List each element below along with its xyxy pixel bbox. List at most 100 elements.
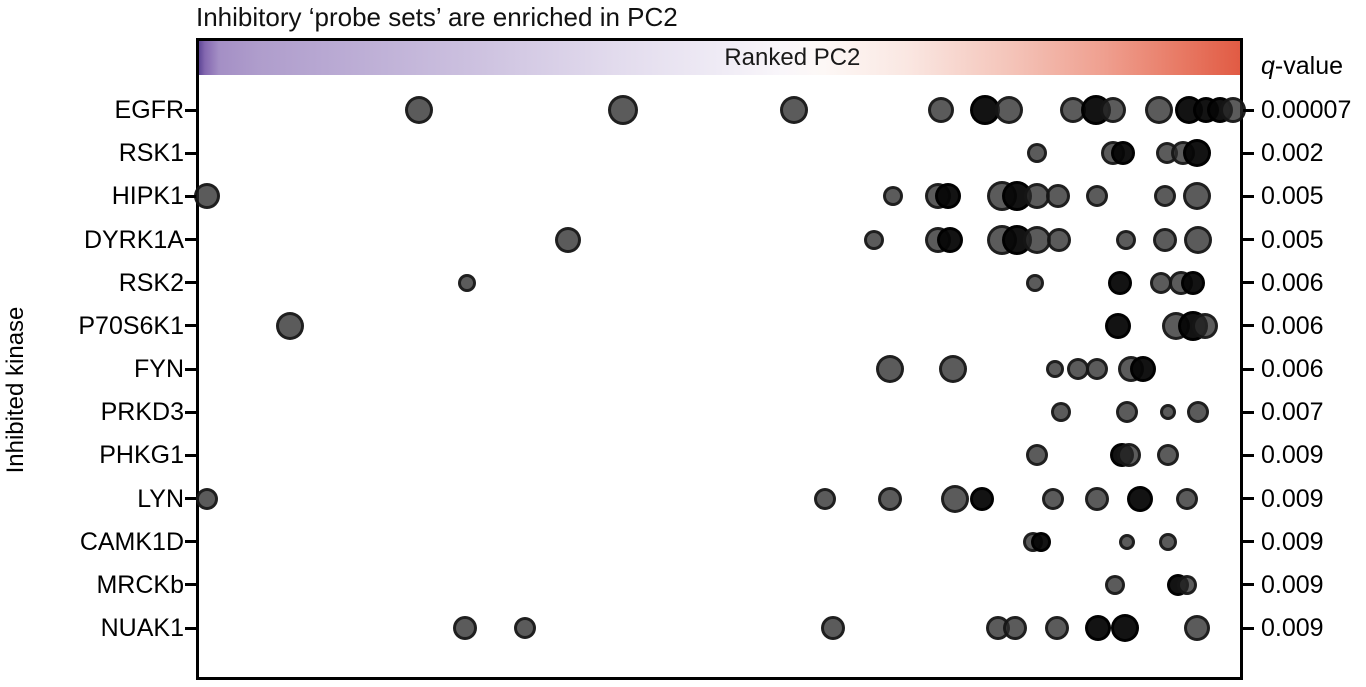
data-dot [1157,444,1179,467]
data-dot [1192,312,1218,339]
data-dot [514,617,536,640]
right-axis-tick [1243,583,1254,587]
kinase-label: P70S6K1 [78,311,184,340]
data-dot [1086,185,1108,208]
data-dot [780,96,808,124]
data-dot [1111,614,1139,643]
left-axis-tick [185,194,196,198]
data-dot [1130,356,1156,383]
data-dot [814,487,836,510]
q-value-label: 0.00007 [1261,96,1352,124]
left-axis-tick [185,324,196,328]
data-dot [1187,401,1209,424]
q-value-header: q-value [1261,52,1343,81]
data-dot [1127,485,1153,512]
data-dot [1119,533,1135,550]
data-dot [1159,532,1177,551]
data-dot [1046,184,1070,209]
data-dot [1184,225,1212,254]
data-dot [1046,360,1064,379]
left-axis-tick [185,410,196,414]
data-dot [1100,97,1126,123]
data-dot [1027,143,1047,164]
data-dot [1176,487,1198,510]
data-dot [1160,404,1176,421]
right-axis-tick [1243,453,1254,457]
kinase-label: MRCKb [96,570,184,599]
kinase-label: EGFR [114,96,184,124]
data-dot [458,273,476,292]
right-axis-tick [1243,238,1254,241]
kinase-label: CAMK1D [79,527,184,556]
left-axis-tick [185,453,196,457]
right-axis-tick [1243,108,1254,112]
left-axis-tick [185,238,196,241]
data-dot [1051,402,1071,423]
data-dot [276,311,304,340]
ranked-pc2-gradient-bar: Ranked PC2 [199,41,1240,75]
left-axis-tick [185,151,196,155]
right-axis-tick [1243,324,1254,328]
chart-title: Inhibitory ‘probe sets’ are enriched in … [196,2,678,32]
data-dot [196,487,218,510]
data-dot [405,96,433,124]
data-dot [1003,616,1027,641]
kinase-label: PHKG1 [99,441,184,470]
right-axis-tick [1243,497,1254,501]
right-axis-tick [1243,194,1254,198]
data-dot [1047,227,1071,252]
data-dot [1031,531,1051,552]
data-dot [1153,227,1177,252]
data-dot [878,486,902,511]
data-dot [1117,443,1141,468]
data-dot [1085,486,1109,511]
data-dot [1116,401,1138,424]
right-axis-tick [1243,281,1254,285]
q-value-label: 0.009 [1261,441,1324,470]
left-axis-tick [185,540,196,544]
data-dot [453,616,477,641]
data-dot [1085,615,1111,642]
data-dot [194,183,220,210]
q-value-header-rest: -value [1274,52,1343,80]
data-dot [555,226,581,253]
left-axis-tick [185,626,196,630]
left-axis-tick [185,583,196,587]
right-axis-tick [1243,367,1254,371]
kinase-label: LYN [137,484,184,513]
kinase-label: NUAK1 [100,614,184,643]
data-dot [876,355,904,384]
q-value-label: 0.009 [1261,570,1324,599]
q-value-label: 0.009 [1261,614,1324,643]
data-dot [1181,270,1205,295]
gradient-bar-label: Ranked PC2 [724,44,861,71]
data-dot [1045,616,1069,641]
left-axis-tick [185,497,196,501]
left-axis-tick [185,108,196,112]
right-axis-tick [1243,626,1254,630]
data-dot [970,486,994,511]
kinase-label: DYRK1A [83,225,184,254]
data-dot [1026,273,1044,292]
data-dot [1145,96,1173,124]
data-dot [935,183,961,210]
data-dot [1154,185,1176,208]
data-dot [1042,487,1064,510]
q-value-label: 0.005 [1261,182,1324,211]
data-dot [1105,574,1125,595]
q-value-label: 0.007 [1261,398,1324,427]
q-value-label: 0.006 [1261,268,1324,297]
q-value-label: 0.005 [1261,225,1324,254]
q-value-label: 0.009 [1261,527,1324,556]
data-dot [1108,270,1132,295]
q-value-label: 0.009 [1261,484,1324,513]
kinase-label: RSK1 [118,139,184,168]
data-dot [939,355,967,384]
right-axis-tick [1243,410,1254,414]
q-value-label: 0.002 [1261,139,1324,168]
data-dot [1183,182,1211,211]
right-axis-tick [1243,540,1254,544]
kinase-label: RSK2 [118,268,184,297]
q-value-header-italic: q [1261,52,1275,80]
